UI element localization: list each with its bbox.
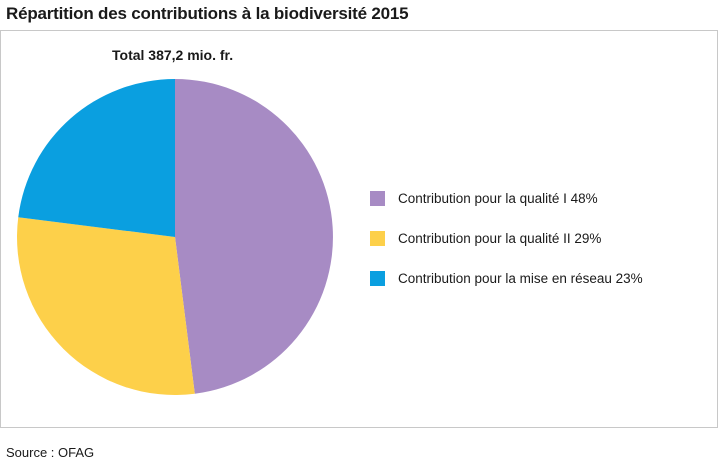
pie-slice-mise-en-reseau xyxy=(18,79,175,237)
legend-label-qualite-2: Contribution pour la qualité II 29% xyxy=(398,230,602,246)
legend-label-qualite-1: Contribution pour la qualité I 48% xyxy=(398,190,598,206)
pie-slice-qualite-2 xyxy=(17,217,195,395)
chart-total-label: Total 387,2 mio. fr. xyxy=(112,47,234,63)
legend-item-mise-en-reseau: Contribution pour la mise en réseau 23% xyxy=(370,270,643,286)
source-note: Source : OFAG xyxy=(6,445,95,460)
legend-item-qualite-2: Contribution pour la qualité II 29% xyxy=(370,230,643,246)
legend-label-mise-en-reseau: Contribution pour la mise en réseau 23% xyxy=(398,270,643,286)
legend-swatch-qualite-1 xyxy=(370,190,385,206)
legend-swatch-qualite-2 xyxy=(370,230,385,246)
legend: Contribution pour la qualité I 48% Contr… xyxy=(370,190,643,310)
legend-item-qualite-1: Contribution pour la qualité I 48% xyxy=(370,190,643,206)
legend-swatch-mise-en-reseau xyxy=(370,270,385,286)
pie-slice-qualite-1 xyxy=(175,79,333,394)
chart-title: Répartition des contributions à la biodi… xyxy=(6,4,409,23)
